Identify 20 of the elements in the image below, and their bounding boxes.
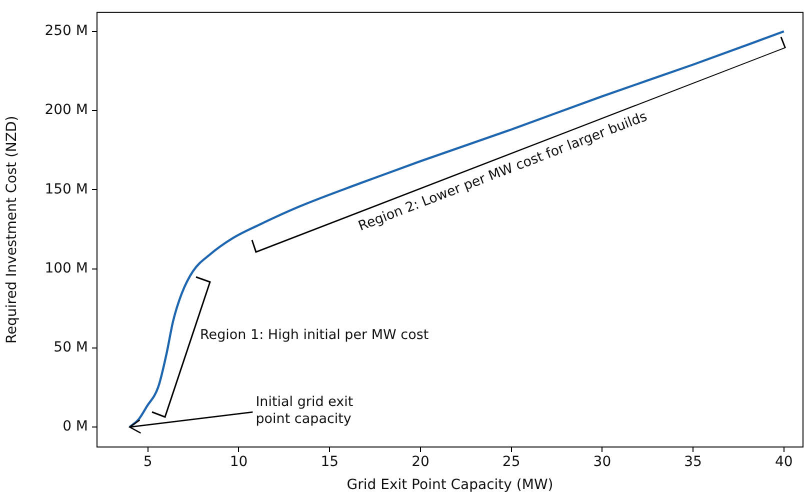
y-tick-label: 50 M	[54, 340, 88, 356]
y-tick-label: 100 M	[44, 260, 88, 276]
y-tick-label: 150 M	[44, 181, 88, 198]
x-tick-label: 20	[412, 454, 430, 470]
annotation: Initial grid exit point capacity	[256, 394, 354, 428]
y-tick-label: 200 M	[44, 102, 88, 118]
y-axis-title: Required Investment Cost (NZD)	[4, 116, 20, 344]
y-tick-label: 250 M	[44, 23, 88, 40]
x-tick-label: 10	[230, 454, 248, 470]
x-tick-label: 30	[593, 454, 612, 470]
y-tick-label: 0 M	[62, 418, 88, 435]
x-tick-label: 25	[502, 454, 520, 470]
annotation: Region 2: Lower per MW cost for larger builds	[356, 108, 650, 236]
x-tick-label: 40	[775, 454, 793, 470]
x-tick-label: 15	[320, 454, 339, 470]
x-axis-title: Grid Exit Point Capacity (MW)	[346, 477, 554, 494]
x-tick-label: 35	[684, 454, 702, 470]
line-series	[128, 30, 786, 428]
annotation: Region 1: High initial per MW cost	[200, 327, 429, 344]
x-tick-label: 5	[143, 454, 152, 470]
